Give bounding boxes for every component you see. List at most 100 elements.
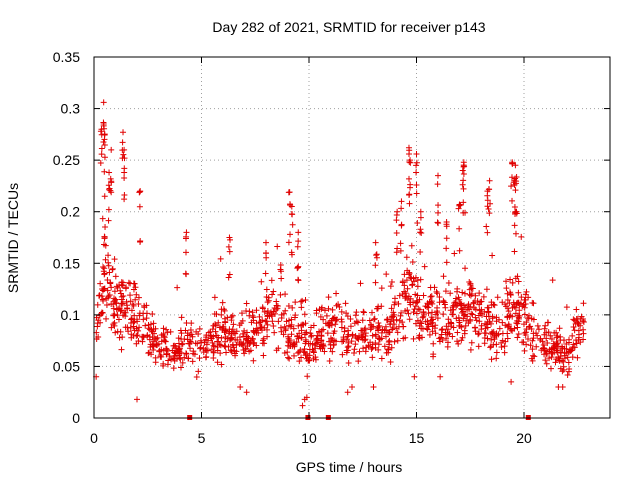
data-point	[260, 352, 267, 359]
data-point	[573, 306, 580, 313]
data-point	[219, 325, 226, 332]
data-point	[373, 252, 380, 259]
data-point	[504, 305, 511, 312]
data-point	[133, 291, 140, 298]
data-point	[419, 314, 426, 321]
data-point	[478, 326, 485, 333]
data-point	[324, 330, 331, 337]
data-point	[134, 332, 141, 339]
data-point	[378, 329, 385, 336]
data-point	[146, 326, 153, 333]
data-point	[383, 316, 390, 323]
data-point	[565, 359, 572, 366]
data-point	[196, 325, 203, 332]
data-point	[571, 327, 578, 334]
data-point	[519, 339, 526, 346]
data-point	[506, 300, 513, 307]
data-point	[195, 368, 202, 375]
data-point	[388, 278, 395, 285]
data-point	[511, 222, 518, 229]
data-point	[99, 215, 106, 222]
data-point	[399, 278, 406, 285]
y-tick-label-4: 0.2	[61, 204, 81, 220]
data-point	[530, 330, 537, 337]
data-point	[541, 325, 548, 332]
data-point	[125, 279, 132, 286]
data-point	[345, 327, 352, 334]
data-point	[192, 340, 199, 347]
y-tick-label-2: 0.1	[61, 307, 81, 323]
data-point	[506, 313, 513, 320]
data-point	[529, 357, 536, 364]
data-point	[108, 300, 115, 307]
data-point	[277, 262, 284, 269]
data-point	[243, 300, 250, 307]
data-point	[414, 283, 421, 290]
data-point	[442, 304, 449, 311]
data-point	[407, 181, 414, 188]
data-point	[362, 325, 369, 332]
data-point	[244, 342, 251, 349]
data-point	[174, 284, 181, 291]
data-point	[518, 294, 525, 301]
data-point	[390, 309, 397, 316]
data-point	[416, 335, 423, 342]
data-point	[528, 315, 535, 322]
data-point	[371, 315, 378, 322]
data-point	[255, 329, 262, 336]
data-point	[286, 317, 293, 324]
data-point	[111, 256, 118, 263]
data-point	[177, 364, 184, 371]
data-point	[187, 327, 194, 334]
data-point	[456, 225, 463, 232]
data-point	[303, 329, 310, 336]
data-point	[427, 293, 434, 300]
data-point	[413, 159, 420, 166]
data-point	[447, 290, 454, 297]
data-point	[507, 292, 514, 299]
data-point	[514, 312, 521, 319]
data-point	[480, 293, 487, 300]
data-point	[330, 315, 337, 322]
data-point	[154, 334, 161, 341]
data-point	[99, 296, 106, 303]
data-point	[167, 328, 174, 335]
data-point	[304, 373, 311, 380]
data-point	[367, 339, 374, 346]
data-point	[574, 354, 581, 361]
data-point	[456, 202, 463, 209]
data-point	[100, 122, 107, 129]
data-point	[391, 311, 398, 318]
data-point	[271, 329, 278, 336]
data-point	[318, 327, 325, 334]
data-point	[111, 297, 118, 304]
data-point	[394, 329, 401, 336]
data-point	[456, 319, 463, 326]
data-point	[514, 273, 521, 280]
data-point	[321, 348, 328, 355]
data-point	[558, 350, 565, 357]
data-point	[152, 354, 159, 361]
data-point	[458, 301, 465, 308]
data-point	[101, 154, 108, 161]
data-point	[529, 346, 536, 353]
data-point	[399, 319, 406, 326]
data-point	[475, 331, 482, 338]
data-point	[295, 277, 302, 284]
data-point	[127, 298, 134, 305]
data-point	[413, 190, 420, 197]
data-point	[393, 211, 400, 218]
data-point	[262, 270, 269, 277]
data-point	[375, 324, 382, 331]
data-point	[97, 280, 104, 287]
data-point	[575, 331, 582, 338]
data-point	[501, 349, 508, 356]
data-point	[143, 302, 150, 309]
data-point	[310, 322, 317, 329]
data-point	[369, 354, 376, 361]
data-point	[424, 326, 431, 333]
data-point	[326, 322, 333, 329]
data-point	[139, 338, 146, 345]
data-point	[570, 324, 577, 331]
